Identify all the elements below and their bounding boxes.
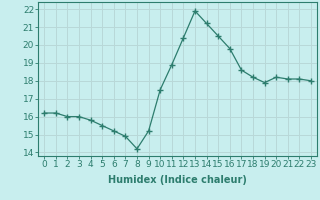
X-axis label: Humidex (Indice chaleur): Humidex (Indice chaleur) — [108, 175, 247, 185]
